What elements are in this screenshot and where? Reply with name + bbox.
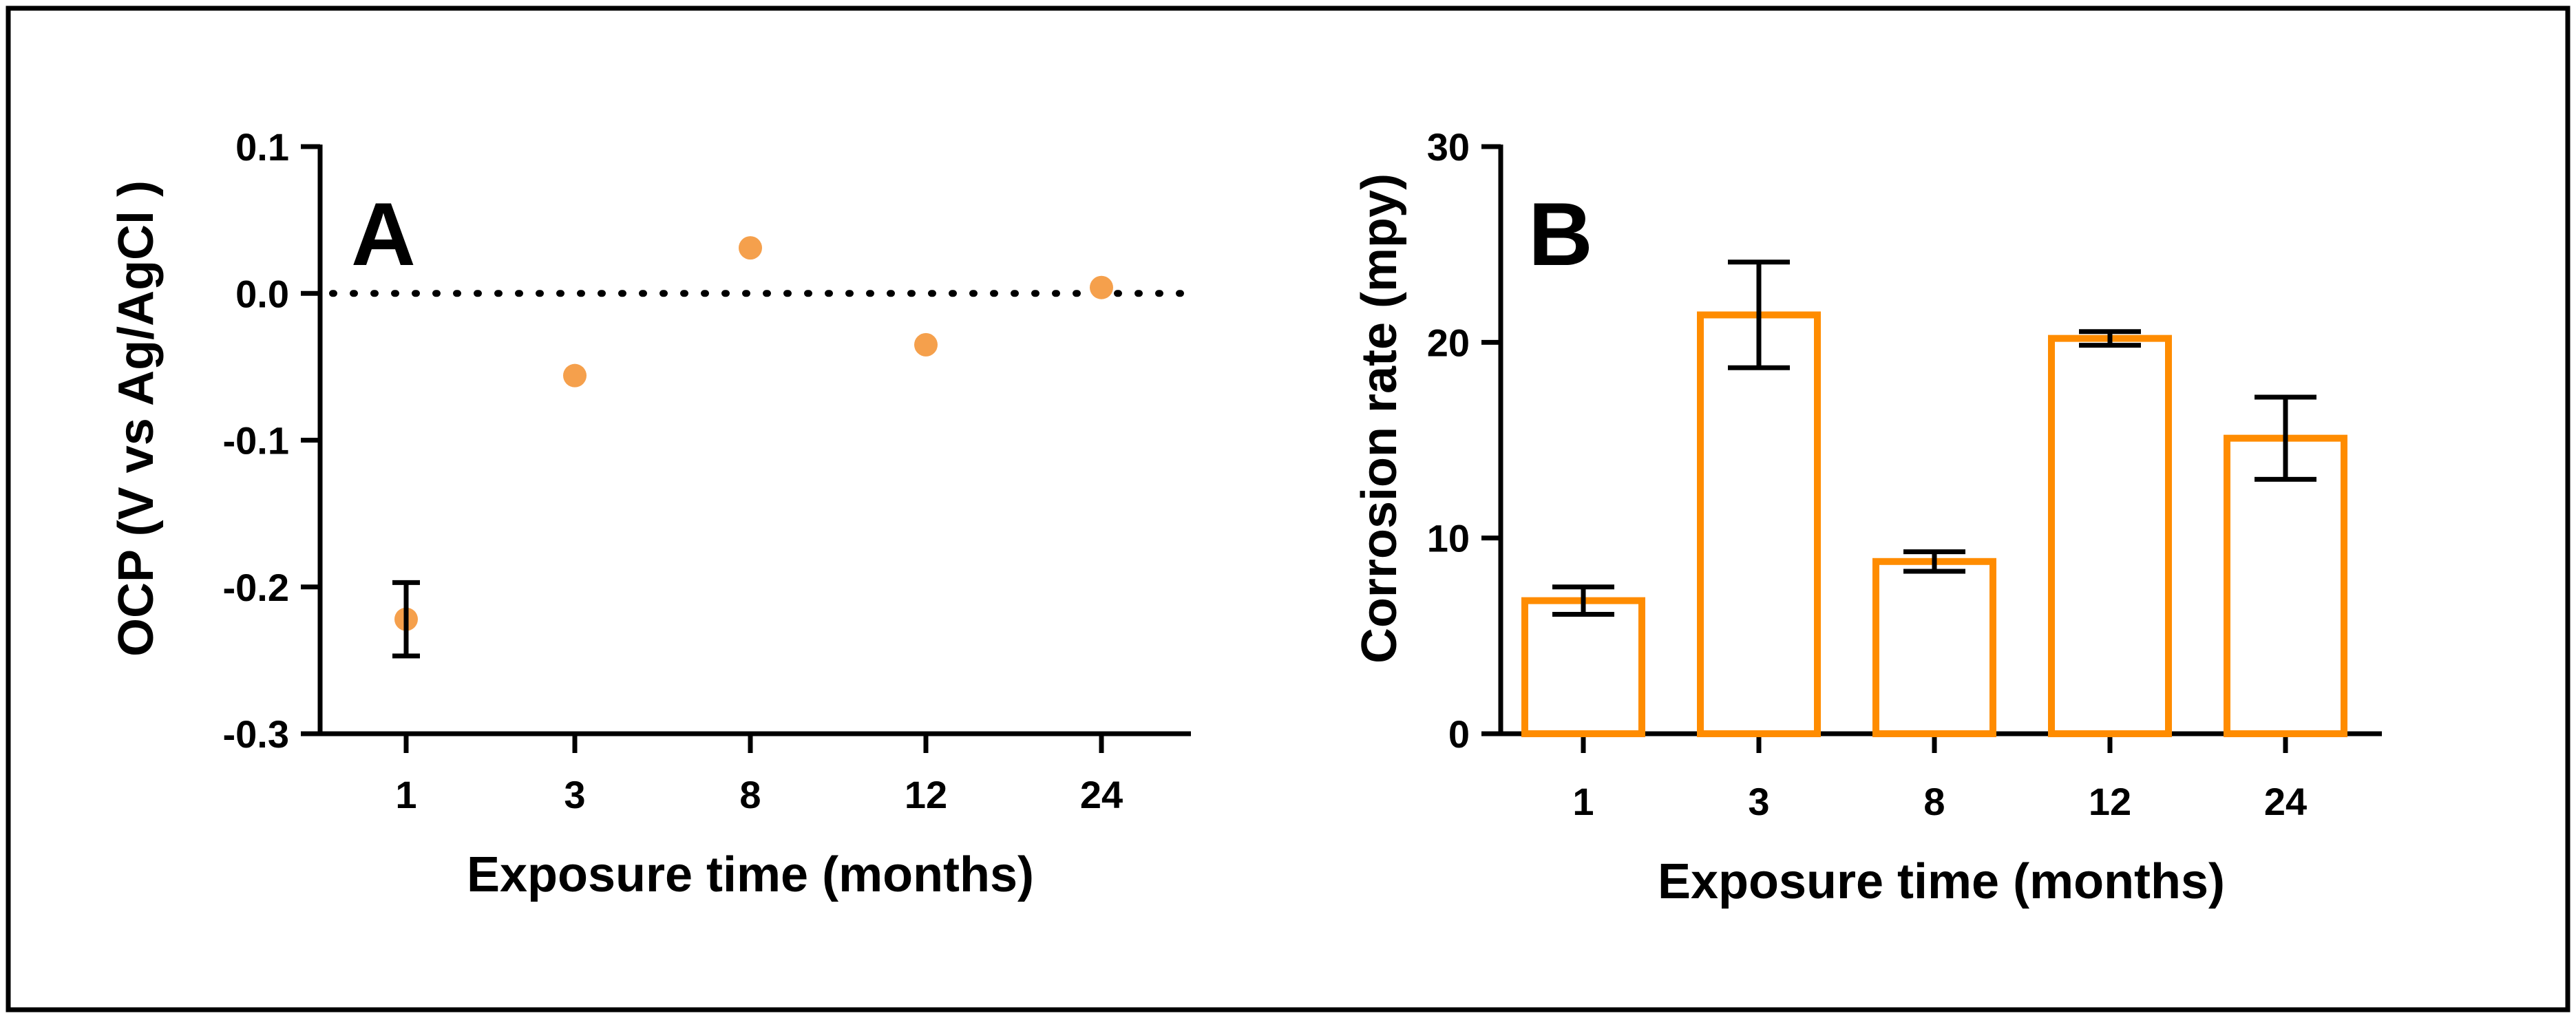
panel-b-bars	[1521, 259, 2347, 738]
panel-a-x-axis-title: Exposure time (months)	[467, 847, 1034, 902]
panel-b-x-tick-label: 12	[2089, 780, 2131, 823]
panel-b-y-tick-label: 30	[1427, 125, 1470, 169]
panel-b-bar	[2224, 434, 2347, 737]
panel-b-y-tick-label: 0	[1448, 712, 1470, 756]
panel-a-x-tick-label: 24	[1080, 773, 1123, 816]
panel-b-x-tick-label: 3	[1748, 780, 1769, 823]
panel-b-x-ticks: 1 3 8 12 24	[1572, 734, 2307, 823]
panel-a-data-point	[563, 363, 587, 388]
panel-a-x-ticks: 1 3 8 12 24	[395, 734, 1123, 816]
panel-a-x-tick-label: 8	[739, 773, 761, 816]
panel-a-scatter-chart: A 0.1 0.0 -0.1 -0.2 -0.3 1 3 8 12 24 Exposure ti…	[109, 125, 1191, 902]
panel-a-y-tick-label: 0.1	[235, 125, 289, 169]
panel-b-x-axis-title: Exposure time (months)	[1658, 854, 2225, 909]
panel-a-y-axis-title: OCP (V vs Ag/AgCl )	[109, 180, 164, 657]
panel-b-y-axis-title: Corrosion rate (mpy)	[1352, 173, 1407, 664]
panel-b-letter: B	[1528, 184, 1593, 284]
panel-b-x-tick-label: 1	[1572, 780, 1594, 823]
panel-a-x-tick-label: 1	[395, 773, 416, 816]
panel-b-bar	[1521, 597, 1645, 737]
panel-b-x-tick-label: 8	[1923, 780, 1945, 823]
panel-b-bar	[1697, 311, 1821, 737]
panel-a-data-point	[739, 236, 762, 260]
panel-b-x-tick-label: 24	[2264, 780, 2307, 823]
panel-a-y-tick-label: -0.2	[223, 566, 290, 609]
panel-b-bar	[2048, 335, 2172, 737]
panel-a-y-tick-label: -0.3	[223, 712, 290, 756]
panel-a-x-tick-label: 3	[564, 773, 585, 816]
panel-a-x-tick-label: 12	[905, 773, 947, 816]
panel-a-y-tick-label: -0.1	[223, 419, 290, 463]
panel-a-letter: A	[351, 184, 416, 284]
panel-b-y-ticks: 0 10 20 30	[1427, 125, 1501, 756]
panel-b-bar	[1872, 558, 1996, 738]
panel-a-y-ticks: 0.1 0.0 -0.1 -0.2 -0.3	[223, 125, 320, 756]
panel-a-data-point	[914, 332, 938, 357]
panel-b-y-tick-label: 20	[1427, 321, 1470, 364]
panel-b-y-tick-label: 10	[1427, 517, 1470, 560]
panel-a-data-point	[1090, 275, 1113, 299]
panel-a-y-tick-label: 0.0	[235, 272, 289, 315]
panel-a-data-points	[392, 236, 1113, 659]
panel-b-bar-chart: B 0 10 20 30 1 3 8 12 24 Exposure time (months)…	[1352, 125, 2382, 909]
